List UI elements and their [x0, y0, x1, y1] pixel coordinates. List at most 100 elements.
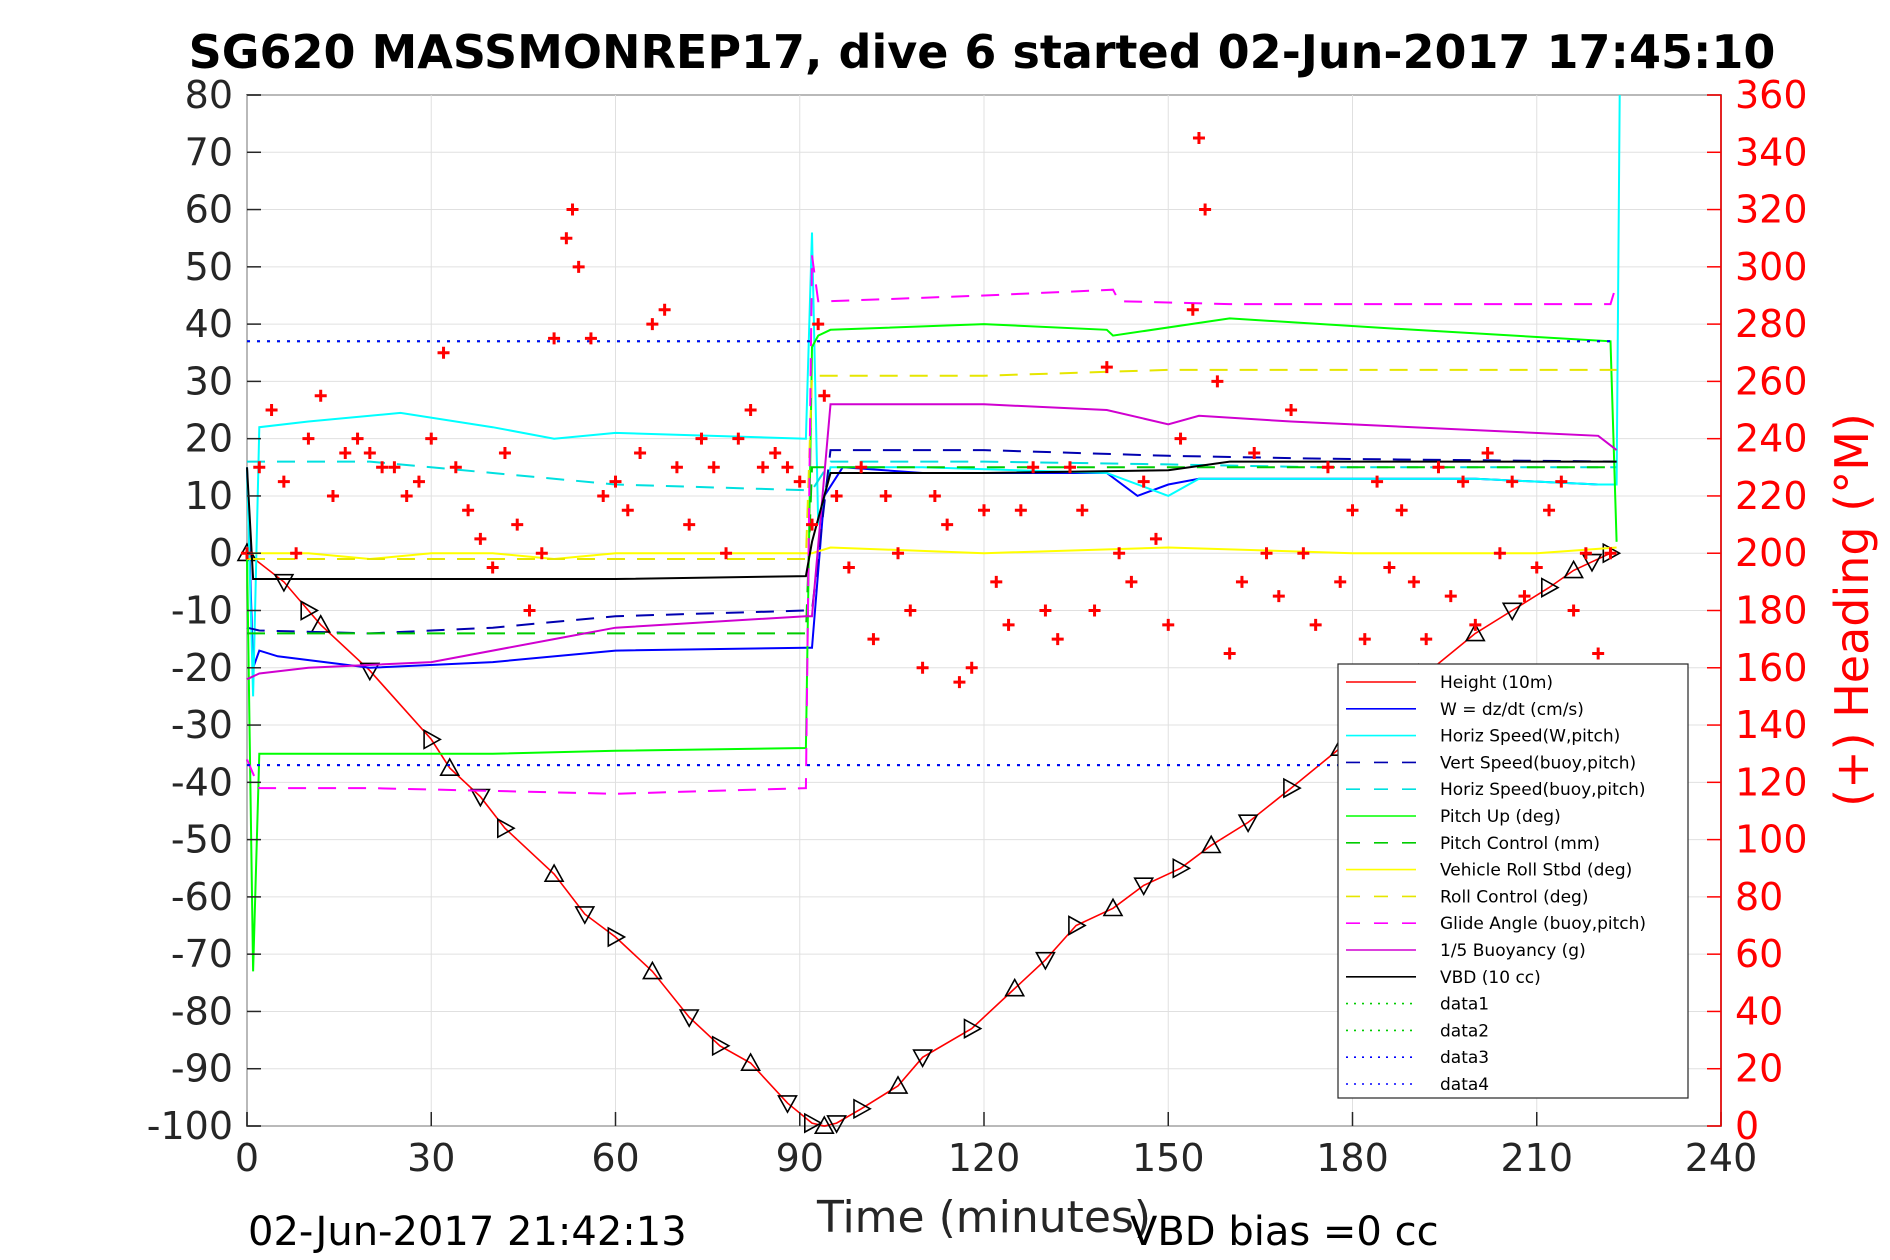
y2-tick-label: 80	[1735, 875, 1783, 919]
series-layer	[236, 94, 1622, 1134]
heading-marker	[302, 432, 315, 445]
height-marker	[1581, 553, 1603, 573]
y2-tick-label: 260	[1735, 359, 1808, 403]
height-marker	[1541, 577, 1560, 598]
height-marker	[1563, 559, 1584, 579]
heading-marker	[720, 547, 733, 560]
heading-marker	[1260, 547, 1273, 560]
heading-marker	[695, 432, 708, 445]
heading-marker	[1076, 504, 1089, 517]
heading-marker	[1481, 446, 1494, 459]
heading-marker	[990, 575, 1003, 588]
heading-marker	[793, 475, 806, 488]
heading-marker	[449, 461, 462, 474]
heading-marker	[1235, 575, 1248, 588]
y2-tick-label: 280	[1735, 302, 1808, 346]
heading-marker	[1186, 303, 1199, 316]
y2-tick-label: 200	[1735, 531, 1808, 575]
heading-marker	[1051, 633, 1064, 646]
height-marker	[1237, 814, 1259, 834]
heading-marker	[953, 676, 966, 689]
legend: Height (10m) W = dz/dt (cm/s) Horiz Speed(…	[1337, 663, 1689, 1099]
legend-entry-label: W = dz/dt (cm/s)	[1440, 700, 1584, 720]
series-line-5	[246, 317, 1618, 972]
heading-marker	[277, 475, 290, 488]
footer-timestamp: 02-Jun-2017 21:42:13	[248, 1209, 687, 1255]
heading-marker	[781, 461, 794, 474]
heading-marker	[806, 518, 819, 531]
series-line-10	[246, 403, 1618, 681]
y2-tick-label: 240	[1735, 417, 1808, 461]
legend-entry-label: VBD (10 cc)	[1440, 968, 1541, 988]
height-marker	[1068, 915, 1087, 936]
y-tick-label: -70	[171, 932, 233, 976]
height-marker	[963, 1018, 983, 1039]
y-tick-label: -90	[171, 1047, 233, 1091]
y-tick-label: -20	[171, 646, 233, 690]
heading-marker	[486, 561, 499, 574]
heading-marker	[1014, 504, 1027, 517]
x-tick-label: 180	[1316, 1136, 1389, 1180]
heading-marker	[609, 475, 622, 488]
heading-marker	[683, 518, 696, 531]
heading-marker	[1493, 547, 1506, 560]
heading-marker	[1334, 575, 1347, 588]
series-line-7	[247, 546, 1617, 561]
y-tick-label: -80	[171, 989, 233, 1033]
height-marker	[574, 906, 596, 925]
heading-marker	[1346, 504, 1359, 517]
y2-tick-label: 180	[1735, 589, 1808, 633]
heading-marker	[498, 446, 511, 459]
legend-entry-label: Glide Angle (buoy,pitch)	[1440, 914, 1646, 934]
height-marker	[642, 960, 663, 980]
height-marker	[273, 573, 295, 593]
heading-marker	[1579, 547, 1592, 560]
y-tick-label: 20	[185, 417, 233, 461]
heading-marker	[326, 489, 339, 502]
heading-marker	[1555, 475, 1568, 488]
y-tick-label: -40	[171, 760, 233, 804]
height-marker	[1035, 951, 1056, 971]
heading-marker	[1358, 633, 1371, 646]
heading-marker	[1395, 504, 1408, 517]
heading-series	[241, 131, 1617, 689]
height-marker	[470, 788, 491, 808]
heading-marker	[290, 547, 303, 560]
y2-tick-label: 120	[1735, 760, 1808, 804]
heading-marker	[1543, 504, 1556, 517]
x-axis-label: Time (minutes)	[816, 1192, 1151, 1243]
heading-marker	[658, 303, 671, 316]
y-tick-label: -30	[171, 703, 233, 747]
y-tick-label: 70	[185, 130, 233, 174]
heading-marker	[1469, 618, 1482, 631]
heading-marker	[1506, 475, 1519, 488]
y2-tick-label: 0	[1735, 1104, 1759, 1148]
heading-marker	[474, 532, 487, 545]
height-marker	[543, 863, 565, 883]
heading-marker	[756, 461, 769, 474]
heading-marker	[1174, 432, 1187, 445]
heading-marker	[376, 461, 389, 474]
heading-marker	[707, 461, 720, 474]
heading-marker	[928, 489, 941, 502]
heading-marker	[1297, 547, 1310, 560]
height-marker	[423, 729, 442, 750]
heading-marker	[425, 432, 438, 445]
x-tick-label: 150	[1132, 1136, 1205, 1180]
y-tick-label: 0	[209, 531, 233, 575]
heading-marker	[1407, 575, 1420, 588]
x-tick-label: 210	[1500, 1136, 1573, 1180]
legend-entry-label: Horiz Speed(buoy,pitch)	[1440, 780, 1646, 800]
heading-marker	[1457, 475, 1470, 488]
heading-marker	[965, 661, 978, 674]
heading-marker	[351, 432, 364, 445]
height-marker	[1102, 897, 1124, 917]
heading-marker	[1371, 475, 1384, 488]
heading-marker	[1211, 375, 1224, 388]
heading-marker	[744, 404, 757, 417]
heading-marker	[560, 232, 573, 245]
x-tick-label: 120	[948, 1136, 1021, 1180]
heading-marker	[1604, 547, 1617, 560]
height-marker	[912, 1049, 933, 1068]
heading-marker	[634, 446, 647, 459]
